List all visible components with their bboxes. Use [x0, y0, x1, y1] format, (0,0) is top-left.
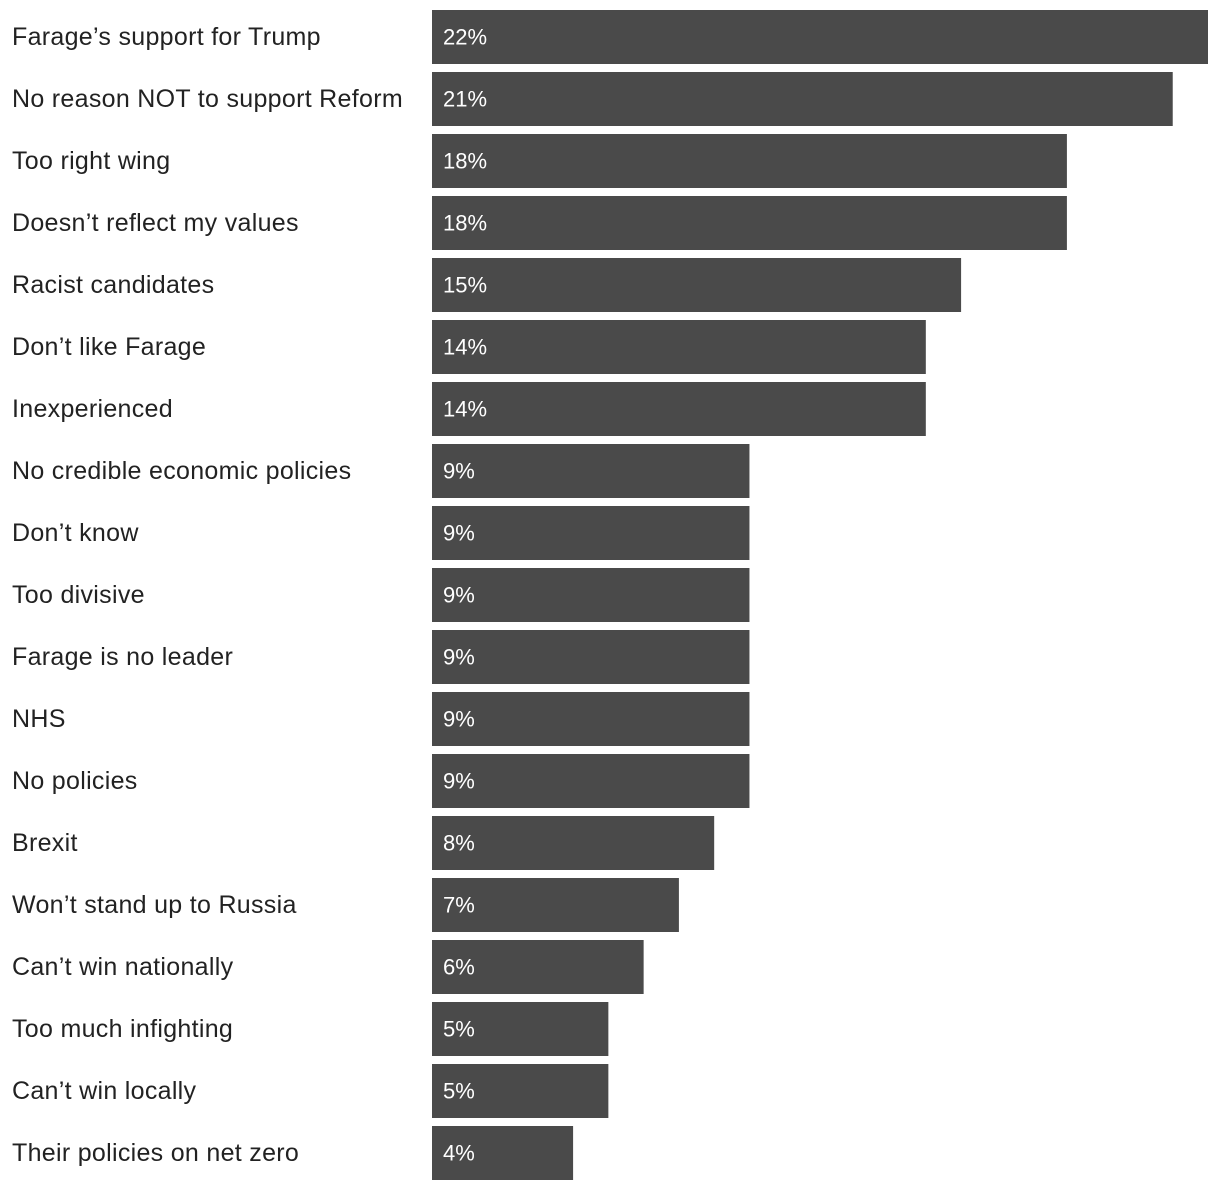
bars-layer	[432, 10, 1208, 1180]
bar	[432, 568, 749, 622]
data-label: 7%	[443, 893, 475, 918]
category-label: No reason NOT to support Reform	[12, 85, 403, 113]
category-label: Won’t stand up to Russia	[12, 891, 297, 919]
category-label: Farage’s support for Trump	[12, 23, 321, 51]
category-label: Too much infighting	[12, 1015, 233, 1043]
data-label: 9%	[443, 707, 475, 732]
bar	[432, 444, 749, 498]
data-label: 5%	[443, 1017, 475, 1042]
category-label: NHS	[12, 705, 66, 733]
data-label: 9%	[443, 645, 475, 670]
data-label: 22%	[443, 25, 487, 50]
data-label: 5%	[443, 1079, 475, 1104]
bar	[432, 754, 749, 808]
data-label: 14%	[443, 335, 487, 360]
data-label: 15%	[443, 273, 487, 298]
bar	[432, 258, 961, 312]
category-label: Too right wing	[12, 147, 170, 175]
category-label: Don’t know	[12, 519, 139, 547]
bar	[432, 382, 926, 436]
bar	[432, 10, 1208, 64]
bar	[432, 72, 1173, 126]
category-labels-layer: Farage’s support for Trump No reason NOT …	[12, 23, 403, 1167]
category-label: Inexperienced	[12, 395, 173, 423]
data-label: 21%	[443, 87, 487, 112]
data-label: 18%	[443, 211, 487, 236]
category-label: Can’t win locally	[12, 1077, 197, 1105]
bar	[432, 196, 1067, 250]
data-label: 9%	[443, 769, 475, 794]
category-label: Farage is no leader	[12, 643, 233, 671]
data-label: 9%	[443, 521, 475, 546]
data-label: 18%	[443, 149, 487, 174]
category-label: No credible economic policies	[12, 457, 351, 485]
bar-chart: Farage’s support for Trump No reason NOT …	[0, 0, 1220, 1190]
data-label: 9%	[443, 459, 475, 484]
bar	[432, 692, 749, 746]
category-label: Brexit	[12, 829, 78, 857]
data-label: 8%	[443, 831, 475, 856]
data-label: 9%	[443, 583, 475, 608]
bar	[432, 134, 1067, 188]
category-label: Don’t like Farage	[12, 333, 206, 361]
category-label: Can’t win nationally	[12, 953, 234, 981]
category-label: Racist candidates	[12, 271, 214, 299]
data-label: 6%	[443, 955, 475, 980]
category-label: Doesn’t reflect my values	[12, 209, 299, 237]
bar	[432, 630, 749, 684]
bar	[432, 506, 749, 560]
bar	[432, 320, 926, 374]
data-label: 4%	[443, 1141, 475, 1166]
category-label: Their policies on net zero	[12, 1139, 299, 1167]
category-label: Too divisive	[12, 581, 145, 609]
category-label: No policies	[12, 767, 138, 795]
data-label: 14%	[443, 397, 487, 422]
